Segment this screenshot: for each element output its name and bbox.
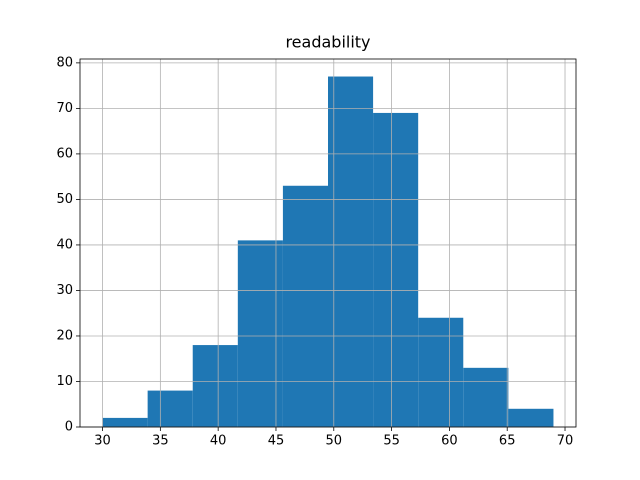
y-tick-label: 0 — [65, 420, 73, 435]
y-tick-label: 80 — [56, 55, 73, 70]
bar — [282, 185, 328, 427]
x-tick-label: 40 — [210, 434, 227, 449]
y-tick-label: 10 — [56, 374, 73, 389]
x-tick-label: 65 — [499, 434, 516, 449]
x-tick-label: 35 — [152, 434, 169, 449]
bar — [463, 367, 509, 427]
x-tick-label: 50 — [326, 434, 343, 449]
bar — [237, 240, 283, 427]
x-tick-label: 60 — [441, 434, 458, 449]
y-tick-label: 60 — [56, 146, 73, 161]
y-tick-label: 20 — [56, 328, 73, 343]
plot-frame — [79, 58, 577, 428]
chart-title: readability — [285, 33, 370, 52]
x-tick-label: 45 — [268, 434, 285, 449]
y-tick-label: 40 — [56, 237, 73, 252]
y-tick-label: 50 — [56, 192, 73, 207]
bar — [328, 76, 374, 428]
bar — [102, 417, 148, 427]
bar — [373, 112, 419, 427]
x-tick-label: 70 — [557, 434, 574, 449]
x-tick-label: 55 — [383, 434, 400, 449]
bar — [192, 345, 238, 427]
bar — [508, 408, 554, 427]
y-tick-label: 70 — [56, 101, 73, 116]
y-tick-label: 30 — [56, 283, 73, 298]
bar — [418, 317, 464, 427]
bar — [147, 390, 193, 427]
x-tick-label: 30 — [94, 434, 111, 449]
